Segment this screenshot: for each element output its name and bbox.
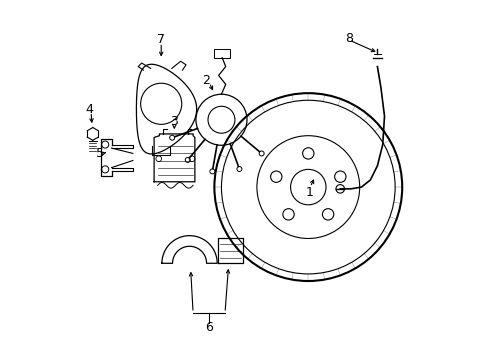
Text: 3: 3 xyxy=(170,115,178,128)
Text: 4: 4 xyxy=(85,103,93,116)
Text: 7: 7 xyxy=(157,33,165,46)
Text: 8: 8 xyxy=(345,32,352,45)
Text: 1: 1 xyxy=(305,186,313,199)
Text: 6: 6 xyxy=(204,321,213,334)
Text: 5: 5 xyxy=(96,147,104,160)
Text: 2: 2 xyxy=(202,74,210,87)
